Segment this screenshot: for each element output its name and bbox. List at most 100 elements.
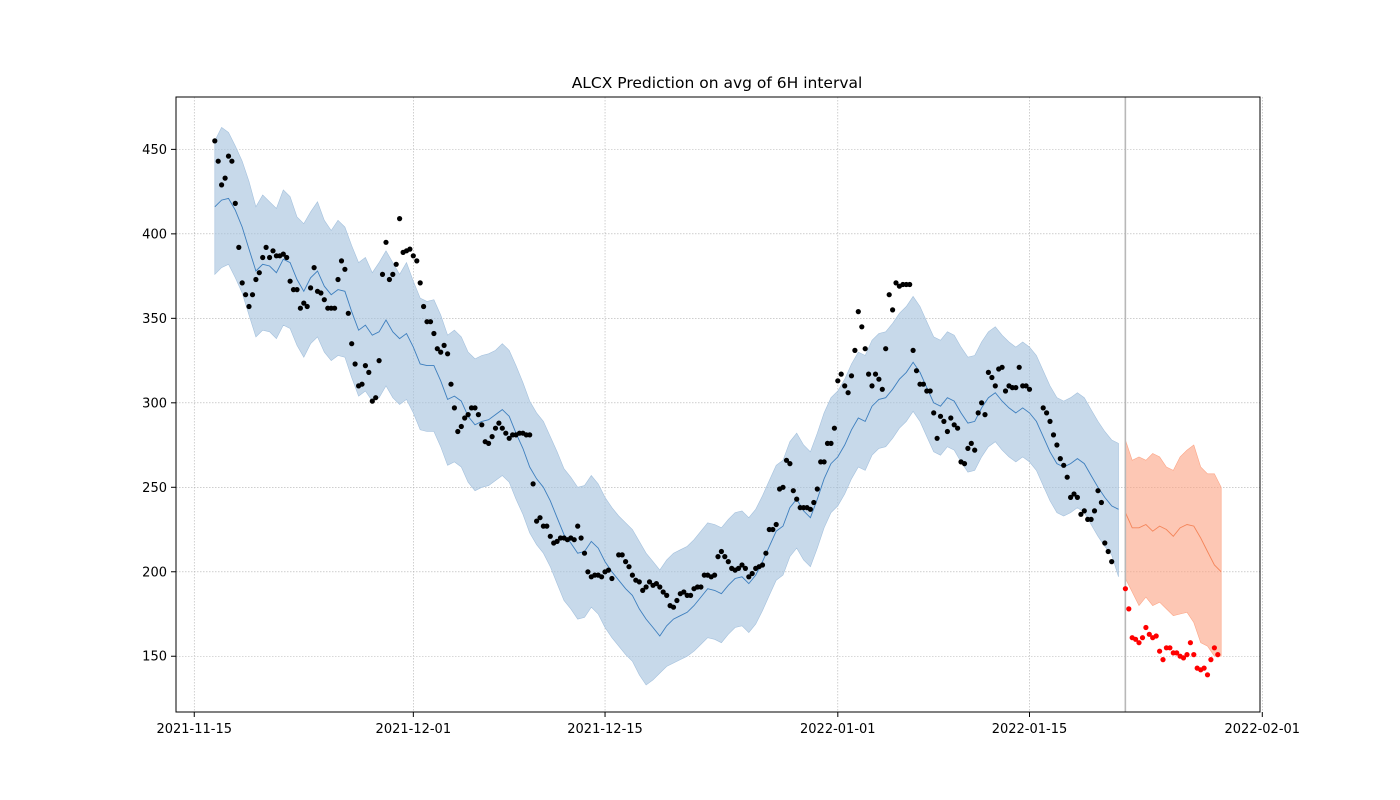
history-point [1047, 418, 1053, 424]
history-point [472, 405, 478, 411]
history-point [883, 346, 889, 352]
history-point [1074, 494, 1080, 500]
history-point [979, 400, 985, 406]
history-point [441, 342, 447, 348]
history-point [951, 422, 957, 428]
history-point [794, 496, 800, 502]
history-point [256, 270, 262, 276]
forecast-point [1184, 652, 1190, 658]
history-point [623, 559, 629, 565]
history-point [1044, 410, 1050, 416]
x-tick-label: 2022-01-01 [800, 722, 876, 737]
history-point [503, 430, 509, 436]
history-point [742, 565, 749, 572]
history-point [1054, 442, 1060, 448]
history-point [975, 410, 981, 416]
forecast-fit-line [1124, 512, 1222, 573]
history-point [379, 271, 386, 277]
history-point [280, 251, 286, 257]
x-tick-label: 2021-12-01 [376, 722, 452, 737]
forecast-point [1126, 606, 1132, 612]
history-point [821, 459, 827, 465]
history-point [1071, 491, 1077, 497]
history-point [1040, 405, 1046, 411]
y-tick-label: 300 [142, 396, 167, 411]
history-point [629, 572, 636, 578]
forecast-point [1191, 652, 1197, 658]
history-point [451, 405, 457, 411]
history-point [619, 552, 625, 558]
forecast-point [1167, 645, 1173, 651]
history-point [581, 550, 588, 556]
forecast-point [1211, 645, 1217, 651]
history-point [712, 572, 718, 578]
history-point [499, 425, 505, 431]
history-point [554, 538, 560, 545]
history-point [352, 361, 358, 367]
history-point [465, 412, 471, 418]
history-point [749, 570, 755, 577]
history-confidence-band [214, 126, 1119, 686]
history-point [270, 248, 276, 254]
history-point [968, 440, 974, 446]
history-point [811, 499, 817, 506]
history-point [1081, 508, 1087, 514]
history-point [390, 271, 396, 277]
history-point [790, 488, 796, 494]
history-point [455, 428, 461, 435]
history-point [715, 554, 721, 560]
history-fit-line [214, 197, 1119, 637]
y-tick-label: 150 [142, 650, 167, 665]
history-point [284, 254, 290, 261]
history-point [855, 309, 861, 315]
history-point [345, 310, 351, 316]
history-point [886, 292, 892, 298]
history-point [236, 244, 242, 250]
history-point [992, 383, 998, 389]
history-point [253, 276, 259, 283]
history-point [383, 239, 389, 245]
history-point [605, 567, 612, 573]
history-point [304, 303, 310, 310]
history-point [920, 381, 927, 387]
forecast-point [1136, 640, 1142, 646]
history-point [955, 425, 961, 431]
x-tick-label: 2021-11-15 [156, 722, 232, 737]
y-tick-label: 400 [142, 227, 167, 242]
history-point [674, 597, 680, 604]
history-point [547, 533, 553, 539]
history-point [746, 574, 752, 580]
history-point [318, 290, 324, 296]
history-point [534, 518, 540, 524]
history-point [496, 420, 502, 426]
y-tick-label: 450 [142, 143, 167, 158]
history-point [845, 390, 851, 396]
history-point [462, 415, 468, 421]
history-point [369, 398, 375, 404]
history-point [999, 364, 1005, 370]
history-point [609, 575, 615, 582]
history-point [475, 412, 481, 418]
history-point [982, 412, 988, 418]
history-point [434, 346, 440, 352]
history-point [646, 579, 653, 585]
history-point [735, 565, 742, 572]
history-point [421, 303, 427, 310]
history-point [941, 418, 947, 424]
history-point [301, 300, 307, 306]
forecast-point [1143, 624, 1149, 631]
history-point [807, 506, 814, 512]
history-point [1023, 383, 1029, 389]
point-layer [212, 138, 1221, 678]
history-point [876, 376, 882, 382]
band-layer [214, 126, 1222, 686]
history-point [698, 584, 704, 590]
y-tick-label: 200 [142, 565, 167, 580]
history-point [1026, 386, 1033, 392]
history-point [626, 564, 632, 570]
history-point [989, 374, 995, 381]
forecast-point [1139, 635, 1146, 641]
history-point [1016, 364, 1022, 370]
history-point [948, 415, 954, 421]
history-point [852, 347, 858, 353]
